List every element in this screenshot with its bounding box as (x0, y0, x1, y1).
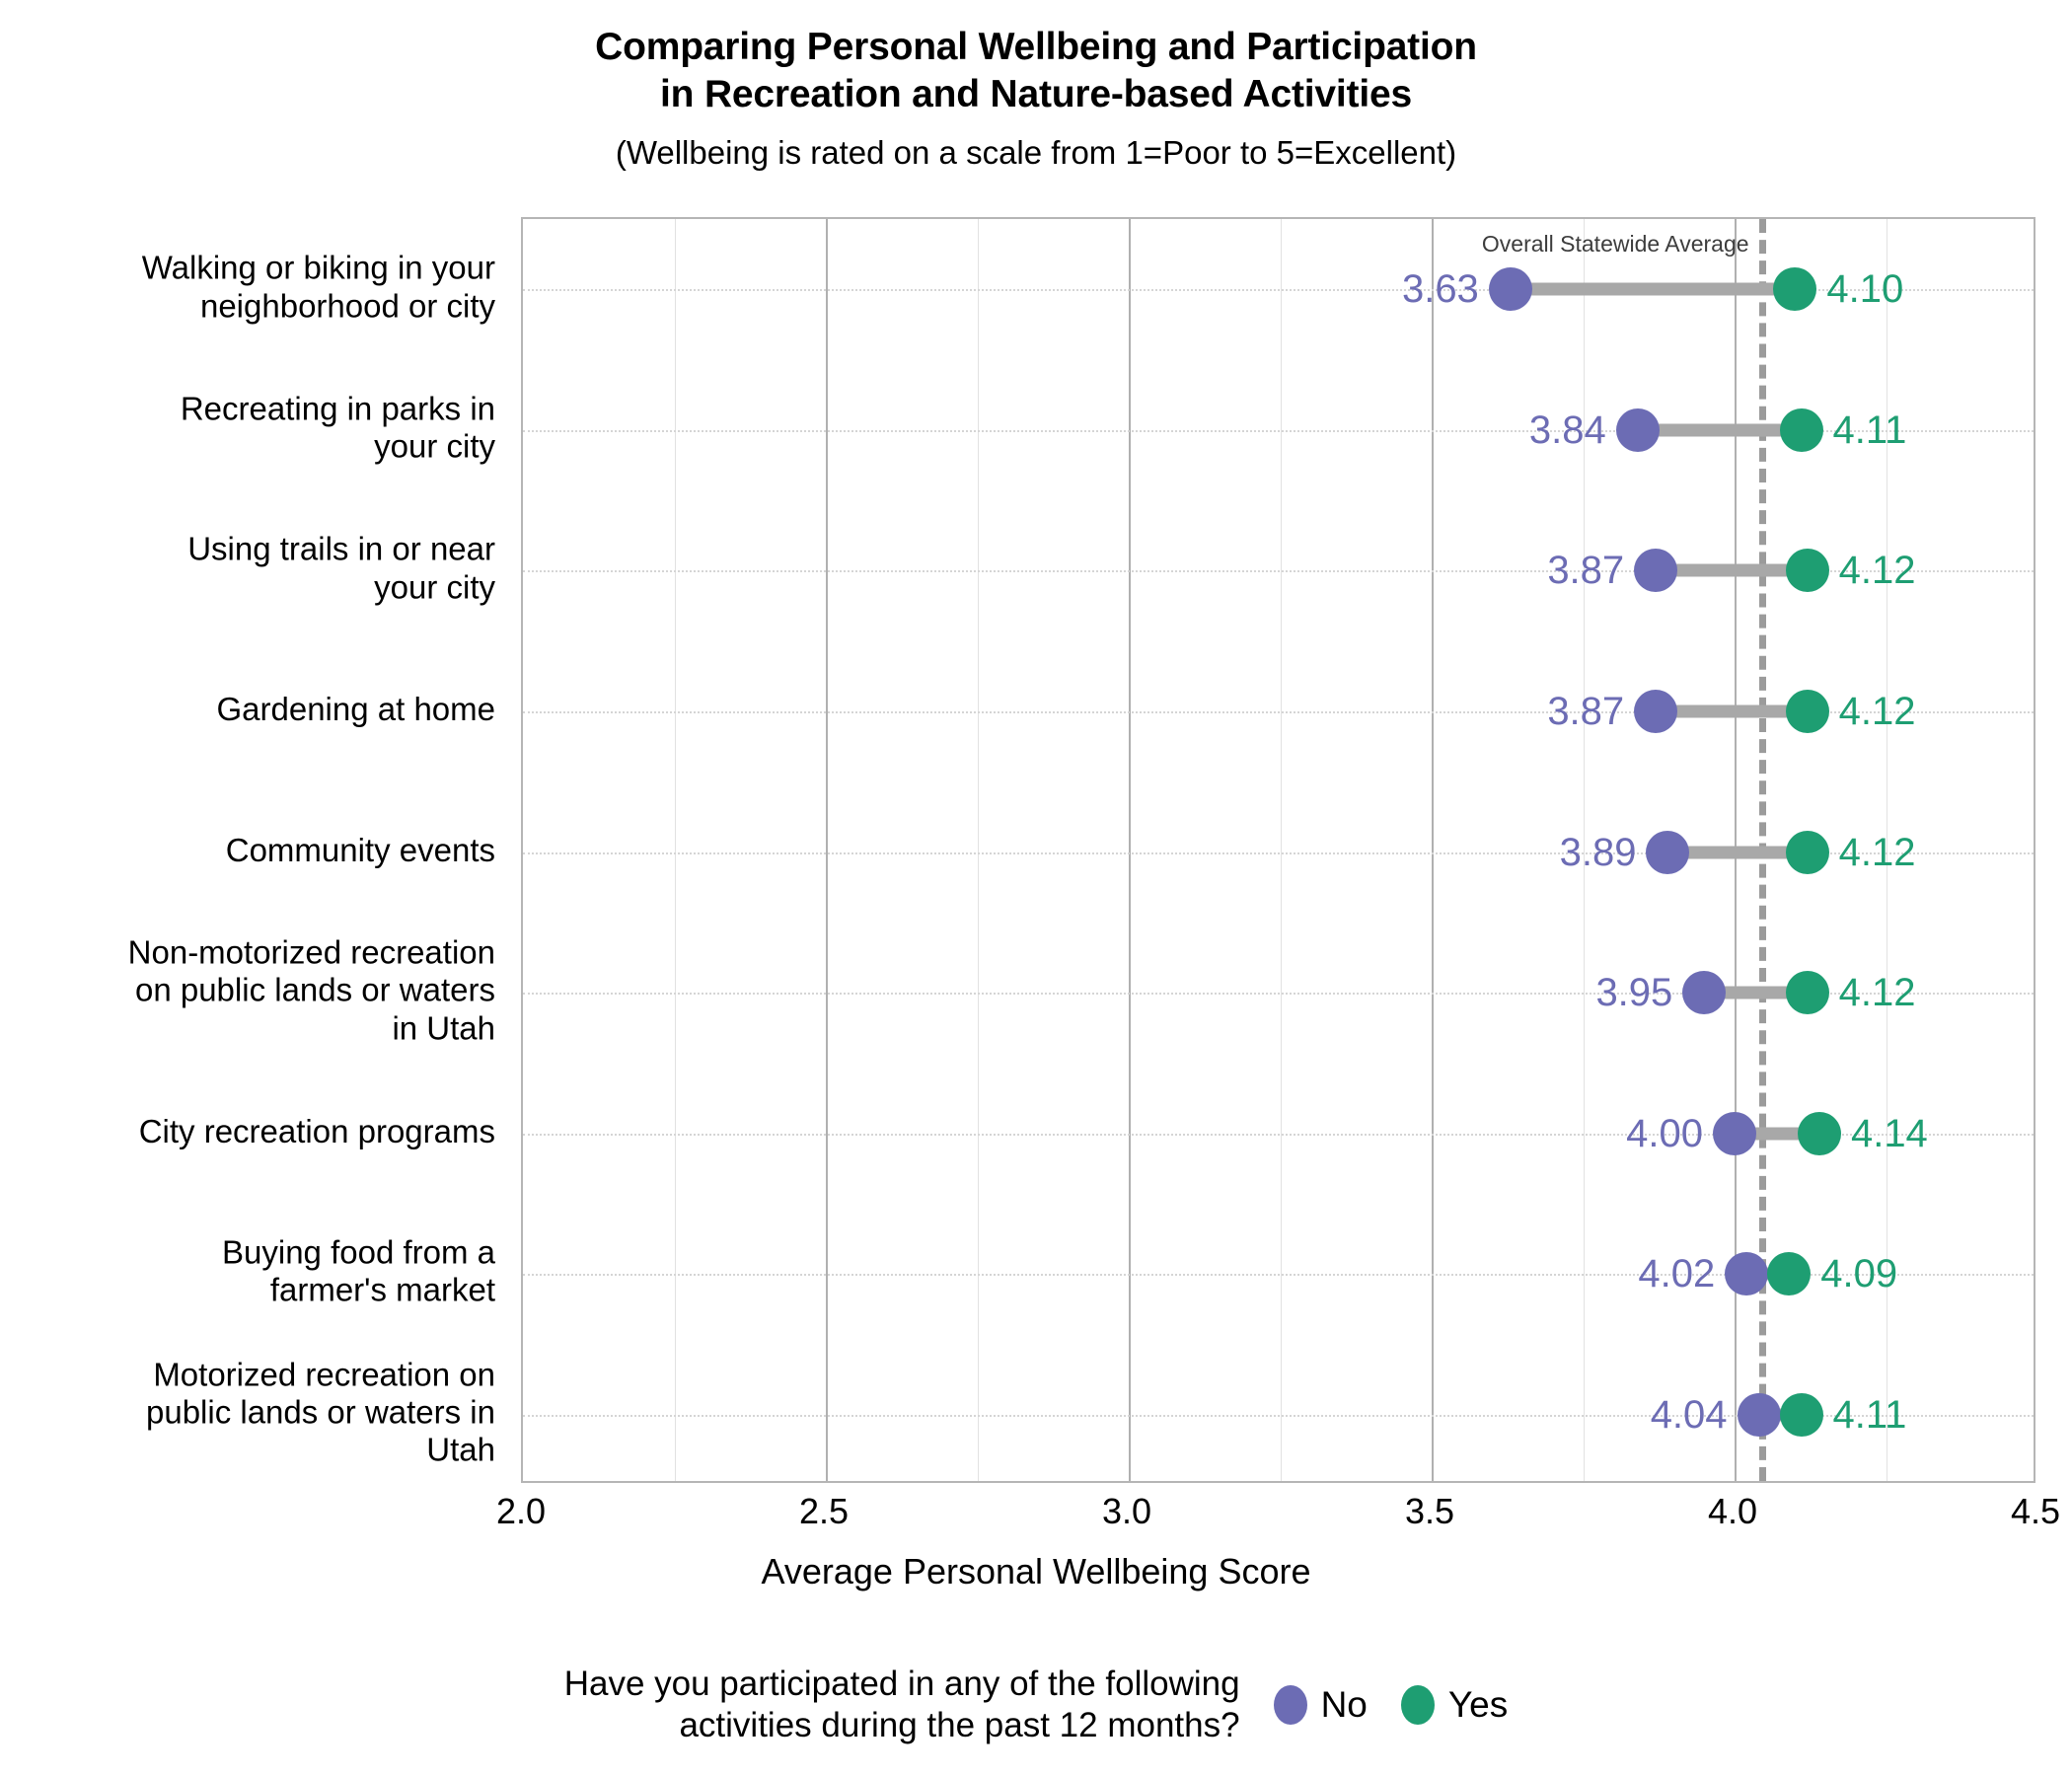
value-label-no: 4.04 (1650, 1392, 1728, 1437)
x-axis-tick-label: 2.5 (798, 1491, 850, 1531)
legend: Have you participated in any of the foll… (0, 1664, 2072, 1746)
gridline-row (523, 1274, 2034, 1277)
dumbbell-connector (1637, 423, 1802, 437)
y-axis-labels: Walking or biking in your neighborhood o… (0, 217, 521, 1483)
value-label-no: 3.95 (1595, 971, 1673, 1015)
y-axis-category-label: Buying food from a farmer's market (222, 1233, 495, 1309)
value-label-no: 4.02 (1638, 1252, 1716, 1296)
data-point-no[interactable] (1488, 267, 1532, 312)
gridline-minor (1280, 219, 1282, 1481)
value-label-no: 4.00 (1626, 1111, 1703, 1155)
gridline-minor (977, 219, 979, 1481)
gridline-row (523, 1133, 2034, 1136)
gridline-row (523, 710, 2034, 713)
gridline-row (523, 289, 2034, 292)
data-point-yes[interactable] (1779, 407, 1823, 452)
value-label-no: 3.63 (1401, 267, 1479, 312)
legend-swatch-circle-icon (1400, 1685, 1435, 1725)
data-point-yes[interactable] (1785, 830, 1829, 874)
x-axis-tick-label: 3.5 (1404, 1491, 1455, 1531)
data-point-yes[interactable] (1767, 1252, 1812, 1296)
x-axis-tick-label: 4.0 (1707, 1491, 1758, 1531)
value-label-yes: 4.12 (1838, 830, 1916, 874)
legend-items: No Yes (1273, 1684, 1509, 1726)
value-label-yes: 4.12 (1838, 689, 1916, 733)
y-axis-category-label: Community events (225, 831, 495, 868)
dumbbell-connector (1656, 704, 1808, 718)
value-label-yes: 4.11 (1832, 407, 1907, 452)
y-axis-category-label: Walking or biking in your neighborhood o… (141, 250, 495, 325)
chart-subtitle: (Wellbeing is rated on a scale from 1=Po… (615, 134, 1457, 172)
gridline-row (523, 1414, 2034, 1417)
statewide-average-label: Overall Statewide Average (1481, 231, 1749, 257)
value-label-yes: 4.14 (1850, 1111, 1928, 1155)
gridline-row (523, 851, 2034, 854)
data-point-no[interactable] (1646, 830, 1690, 874)
data-point-no[interactable] (1737, 1392, 1781, 1437)
value-label-no: 3.84 (1528, 407, 1606, 452)
value-label-no: 3.89 (1559, 830, 1637, 874)
dumbbell-connector (1656, 563, 1808, 577)
value-label-yes: 4.09 (1820, 1252, 1898, 1296)
data-point-yes[interactable] (1797, 1111, 1841, 1155)
value-label-no: 3.87 (1547, 689, 1625, 733)
data-point-no[interactable] (1725, 1252, 1769, 1296)
data-point-yes[interactable] (1785, 689, 1829, 733)
gridline-major (826, 219, 828, 1481)
legend-item[interactable]: No (1273, 1684, 1368, 1726)
data-point-no[interactable] (1615, 407, 1660, 452)
y-axis-category-label: Using trails in or near your city (187, 531, 495, 606)
data-point-yes[interactable] (1785, 971, 1829, 1015)
legend-item-label: No (1320, 1684, 1368, 1725)
plot-area: Overall Statewide Average 3.63 4.10 3.84 4.… (521, 217, 2035, 1483)
legend-item[interactable]: Yes (1400, 1684, 1509, 1726)
legend-item-label: Yes (1447, 1684, 1509, 1725)
dumbbell-connector (1510, 282, 1796, 296)
gridline-row (523, 429, 2034, 432)
x-axis-tick-label: 4.5 (2010, 1491, 2061, 1531)
data-point-yes[interactable] (1773, 267, 1817, 312)
gridline-row (523, 993, 2034, 996)
x-axis-tick-label: 3.0 (1101, 1491, 1152, 1531)
y-axis-category-label: Gardening at home (216, 690, 495, 727)
y-axis-category-label: Motorized recreation on public lands or … (145, 1356, 495, 1468)
data-point-yes[interactable] (1785, 549, 1829, 593)
x-axis-title: Average Personal Wellbeing Score (761, 1551, 1311, 1591)
gridline-minor (674, 219, 676, 1481)
x-axis-ticks: 2.0 2.5 3.0 3.5 4.0 4.5 (496, 1483, 2060, 1552)
value-label-yes: 4.12 (1838, 549, 1916, 593)
y-axis-category-label: Non-motorized recreation on public lands… (127, 933, 495, 1047)
data-point-no[interactable] (1634, 689, 1678, 733)
x-axis-tick-label: 2.0 (495, 1491, 547, 1531)
data-point-yes[interactable] (1779, 1392, 1823, 1437)
value-label-no: 3.87 (1547, 549, 1625, 593)
value-label-yes: 4.12 (1838, 971, 1916, 1015)
title-block: Comparing Personal Wellbeing and Partici… (0, 24, 2072, 173)
gridline-minor (1583, 219, 1585, 1481)
data-point-no[interactable] (1634, 549, 1678, 593)
dumbbell-connector (1704, 986, 1808, 999)
value-label-yes: 4.11 (1832, 1392, 1907, 1437)
legend-swatch-circle-icon (1273, 1685, 1307, 1725)
gridline-row (523, 570, 2034, 573)
data-point-no[interactable] (1682, 971, 1727, 1015)
y-axis-category-label: City recreation programs (138, 1112, 495, 1149)
value-label-yes: 4.10 (1826, 267, 1904, 312)
legend-title: Have you participated in any of the foll… (563, 1665, 1240, 1744)
dumbbell-connector (1667, 846, 1808, 858)
gridline-major (1129, 219, 1131, 1481)
y-axis-category-label: Recreating in parks in your city (180, 390, 495, 465)
page-title: Comparing Personal Wellbeing and Partici… (595, 26, 1477, 115)
data-point-no[interactable] (1713, 1111, 1756, 1155)
gridline-major (1432, 219, 1434, 1481)
